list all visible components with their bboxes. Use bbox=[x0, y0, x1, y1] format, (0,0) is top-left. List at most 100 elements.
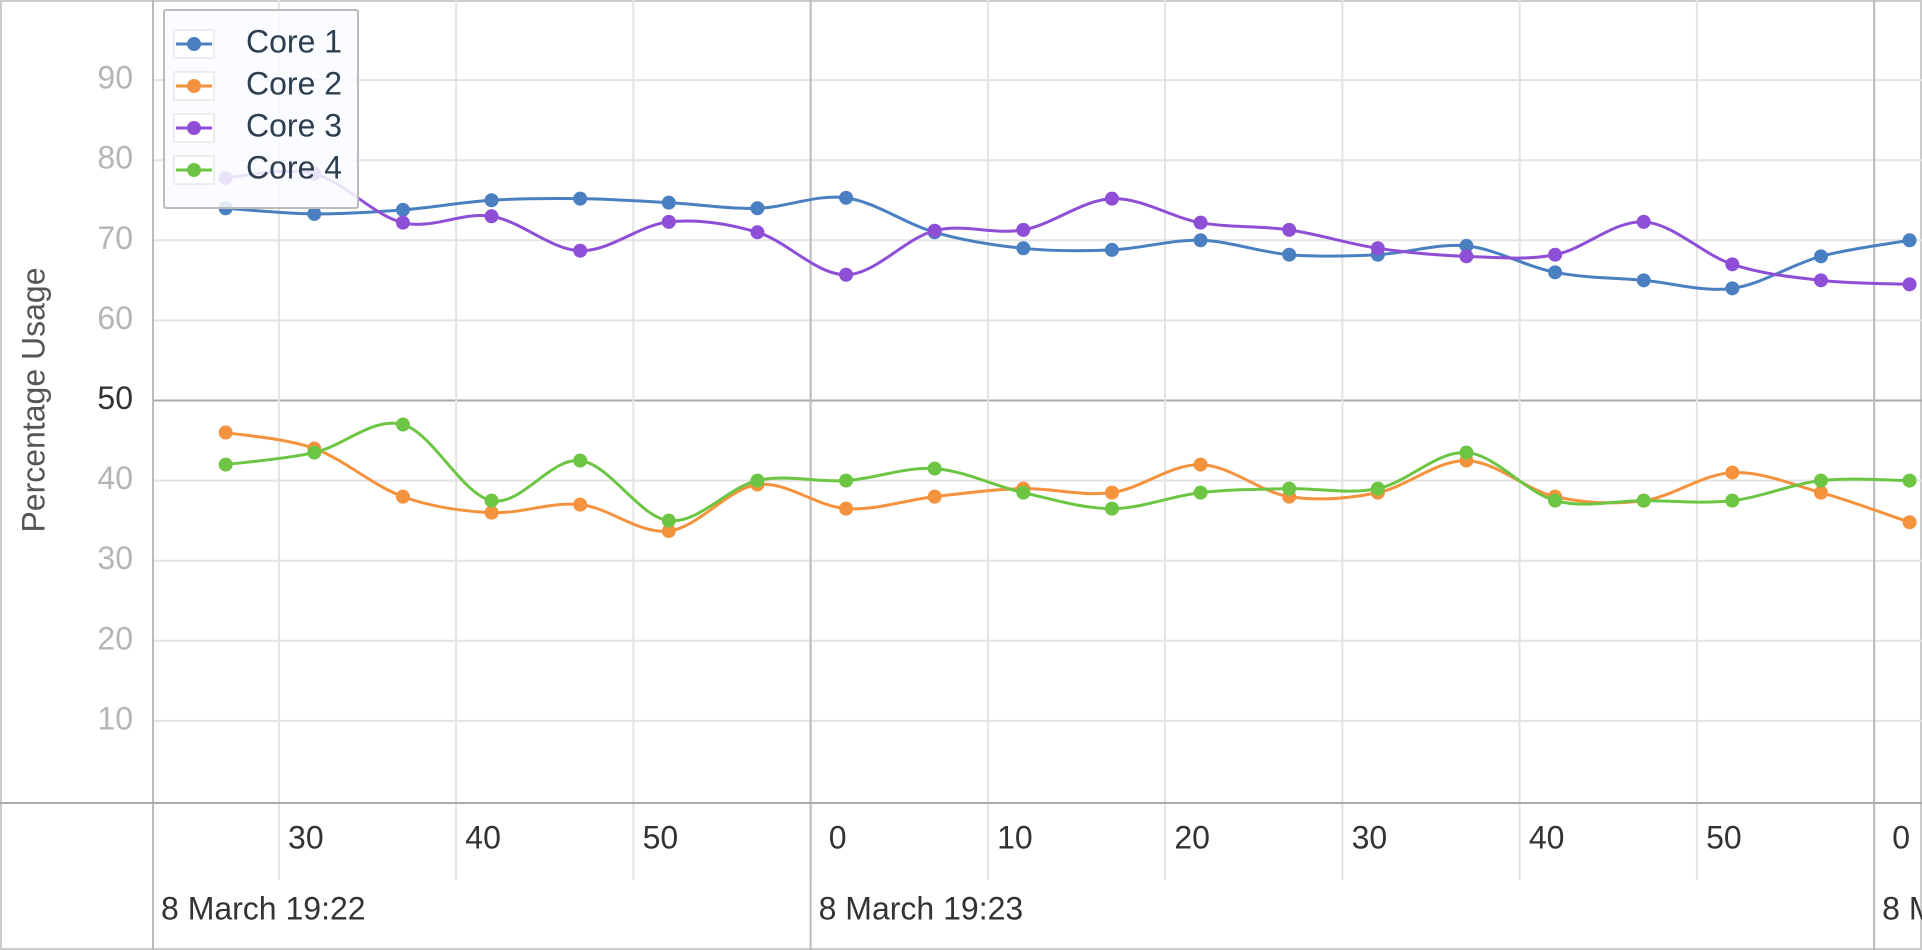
data-point bbox=[1548, 493, 1563, 508]
y-tick-label: 60 bbox=[97, 300, 133, 336]
data-point bbox=[1725, 465, 1740, 480]
data-point bbox=[927, 223, 942, 238]
data-point bbox=[1282, 247, 1297, 262]
data-point bbox=[1813, 485, 1828, 500]
data-point bbox=[1104, 242, 1119, 257]
x-tick-label: 40 bbox=[1529, 819, 1565, 855]
y-tick-label: 10 bbox=[97, 700, 133, 736]
data-point bbox=[1636, 273, 1651, 288]
data-point bbox=[661, 524, 676, 539]
data-point bbox=[1902, 473, 1917, 488]
x-tick-label: 30 bbox=[288, 819, 324, 855]
data-point bbox=[395, 215, 410, 230]
data-point bbox=[307, 206, 322, 221]
data-point bbox=[1548, 265, 1563, 280]
series-line bbox=[225, 169, 1910, 286]
data-point bbox=[218, 425, 233, 440]
y-tick-label: 40 bbox=[97, 460, 133, 496]
data-point bbox=[1282, 481, 1297, 496]
legend-label: Core 1 bbox=[246, 23, 342, 59]
data-point bbox=[218, 457, 233, 472]
data-point bbox=[661, 195, 676, 210]
data-point bbox=[1725, 281, 1740, 296]
data-point bbox=[484, 493, 499, 508]
data-point bbox=[839, 473, 854, 488]
data-point bbox=[573, 497, 588, 512]
data-point bbox=[750, 225, 765, 240]
x-tick-label: 20 bbox=[1174, 819, 1210, 855]
data-point bbox=[1104, 191, 1119, 206]
data-point bbox=[1548, 247, 1563, 262]
legend-label: Core 2 bbox=[246, 65, 342, 101]
data-point bbox=[573, 191, 588, 206]
y-tick-label: 20 bbox=[97, 620, 133, 656]
data-point bbox=[839, 267, 854, 282]
y-tick-label: 80 bbox=[97, 140, 133, 176]
data-point bbox=[1725, 257, 1740, 272]
data-point bbox=[927, 461, 942, 476]
data-point bbox=[1459, 249, 1474, 264]
data-point bbox=[1459, 445, 1474, 460]
x-major-label: 8 March 19:23 bbox=[819, 890, 1024, 926]
data-point bbox=[1193, 215, 1208, 230]
data-point bbox=[839, 501, 854, 516]
data-point bbox=[839, 190, 854, 205]
data-point bbox=[1016, 222, 1031, 237]
data-point bbox=[1459, 238, 1474, 253]
data-point bbox=[661, 214, 676, 229]
data-point bbox=[1813, 273, 1828, 288]
data-point bbox=[1636, 493, 1651, 508]
data-point bbox=[395, 489, 410, 504]
legend-marker bbox=[187, 163, 201, 177]
data-point bbox=[1016, 241, 1031, 256]
data-point bbox=[484, 209, 499, 224]
data-point bbox=[1902, 233, 1917, 248]
data-point bbox=[573, 243, 588, 258]
y-tick-label: 30 bbox=[97, 540, 133, 576]
data-point bbox=[1370, 241, 1385, 256]
data-point bbox=[1104, 485, 1119, 500]
legend-label: Core 3 bbox=[246, 107, 342, 143]
y-tick-label: 70 bbox=[97, 220, 133, 256]
data-point bbox=[1193, 233, 1208, 248]
data-point bbox=[1193, 457, 1208, 472]
x-tick-label: 10 bbox=[997, 819, 1033, 855]
data-point bbox=[927, 489, 942, 504]
legend-marker bbox=[187, 121, 201, 135]
x-tick-label: 50 bbox=[643, 819, 679, 855]
data-point bbox=[1282, 222, 1297, 237]
data-point bbox=[1813, 473, 1828, 488]
data-point bbox=[1902, 515, 1917, 530]
data-point bbox=[307, 445, 322, 460]
legend-label: Core 4 bbox=[246, 149, 342, 185]
series-line bbox=[225, 195, 1910, 291]
data-point bbox=[750, 473, 765, 488]
data-point bbox=[484, 505, 499, 520]
x-tick-label: 50 bbox=[1706, 819, 1742, 855]
data-point bbox=[1813, 249, 1828, 264]
data-point bbox=[1016, 485, 1031, 500]
data-point bbox=[1636, 214, 1651, 229]
data-point bbox=[1370, 481, 1385, 496]
data-point bbox=[395, 417, 410, 432]
y-tick-label: 90 bbox=[97, 60, 133, 96]
data-point bbox=[1193, 485, 1208, 500]
y-tick-label: 50 bbox=[97, 380, 133, 416]
x-tick-label: 40 bbox=[465, 819, 501, 855]
data-point bbox=[1902, 277, 1917, 292]
data-point bbox=[484, 193, 499, 208]
x-tick-label: 0 bbox=[1892, 819, 1910, 855]
y-axis-label: Percentage Usage bbox=[15, 267, 51, 532]
x-tick-label: 30 bbox=[1352, 819, 1388, 855]
x-tick-label: 0 bbox=[829, 819, 847, 855]
data-point bbox=[395, 202, 410, 217]
data-point bbox=[1725, 493, 1740, 508]
x-major-label: 8 March 19:22 bbox=[161, 890, 366, 926]
legend-marker bbox=[187, 37, 201, 51]
data-point bbox=[750, 201, 765, 216]
data-point bbox=[661, 513, 676, 528]
x-major-label: 8 M bbox=[1882, 890, 1922, 926]
legend-marker bbox=[187, 79, 201, 93]
data-point bbox=[1104, 501, 1119, 516]
